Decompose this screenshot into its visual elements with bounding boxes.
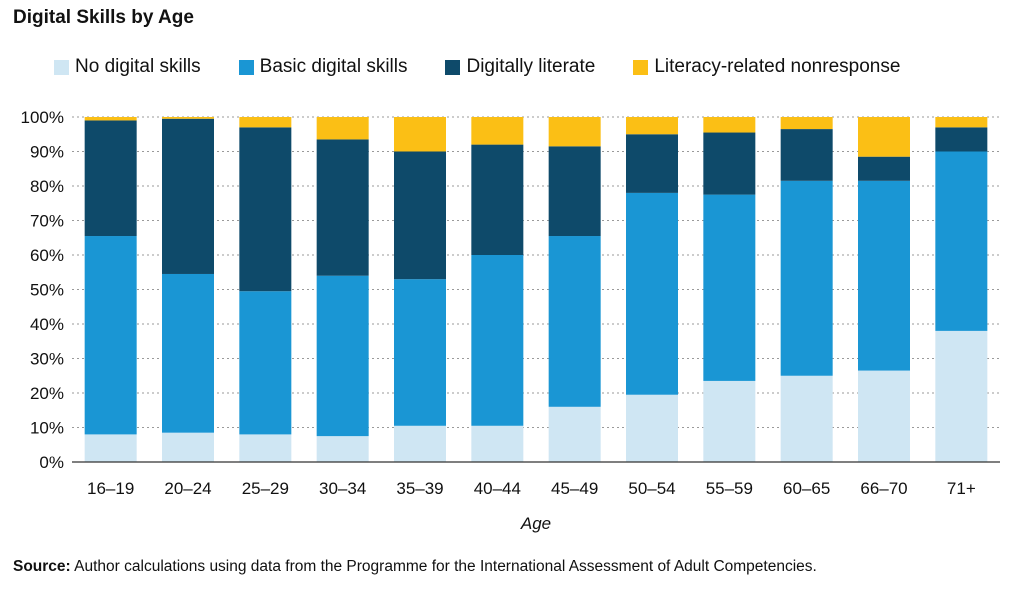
bar-segment: [780, 117, 833, 130]
chart-title: Digital Skills by Age: [13, 7, 194, 28]
bar-segment: [703, 194, 756, 381]
legend-label: Digitally literate: [466, 56, 596, 77]
legend-label: Literacy-related nonresponse: [654, 56, 901, 77]
bar-segment: [626, 134, 678, 193]
x-tick-label: 40–44: [474, 479, 521, 498]
bar-segment: [239, 434, 292, 462]
y-tick-label: 90%: [30, 143, 64, 162]
bar-segment: [84, 236, 137, 435]
bar-segment: [780, 180, 833, 376]
x-tick-label: 35–39: [396, 479, 443, 498]
bar-segment: [703, 117, 756, 133]
y-tick-label: 50%: [30, 281, 64, 300]
x-tick-label: 60–65: [783, 479, 830, 498]
bar-segment: [703, 132, 756, 195]
source-label: Source:: [13, 558, 71, 575]
bar-segment: [548, 146, 601, 237]
source-text: Author calculations using data from the …: [70, 558, 817, 575]
legend-label: Basic digital skills: [259, 56, 408, 77]
legend-swatch: [445, 59, 461, 75]
x-axis-label: Age: [520, 514, 551, 533]
y-tick-label: 30%: [30, 350, 64, 369]
y-tick-label: 20%: [30, 384, 64, 403]
y-tick-label: 10%: [30, 419, 64, 438]
bar-segment: [239, 117, 292, 128]
bar-segment: [84, 117, 137, 121]
x-tick-label: 71+: [947, 479, 976, 498]
x-tick-label: 25–29: [242, 479, 289, 498]
bar-segment: [548, 117, 601, 147]
y-tick-label: 80%: [30, 177, 64, 196]
bar-segment: [548, 406, 601, 462]
bar-segment: [84, 120, 137, 237]
bar-segment: [316, 139, 369, 276]
bar-segment: [780, 129, 833, 181]
x-tick-label: 16–19: [87, 479, 134, 498]
bar-segment: [84, 434, 137, 462]
legend-label: No digital skills: [75, 56, 201, 77]
x-tick-label: 45–49: [551, 479, 598, 498]
legend: No digital skills Basic digital skills Dig…: [54, 56, 938, 78]
bar-segment: [239, 291, 292, 435]
bar-segment: [471, 425, 524, 462]
y-tick-label: 70%: [30, 212, 64, 231]
bar-segment: [626, 192, 678, 395]
bar-segment: [239, 127, 292, 292]
source-note: Source: Author calculations using data f…: [13, 558, 817, 576]
bar-segment: [780, 375, 833, 462]
legend-swatch: [633, 59, 649, 75]
bar-segment: [162, 117, 214, 119]
bar-segment: [394, 425, 446, 462]
bar-segment: [935, 330, 988, 462]
bar-segment: [858, 370, 910, 462]
x-tick-label: 66–70: [860, 479, 907, 498]
y-tick-label: 60%: [30, 246, 64, 265]
bar-segment: [394, 117, 446, 152]
y-tick-label: 100%: [21, 108, 64, 127]
y-tick-label: 40%: [30, 315, 64, 334]
bar-segment: [935, 127, 988, 152]
bar-segment: [548, 236, 601, 407]
legend-swatch: [238, 59, 254, 75]
legend-swatch: [54, 59, 69, 75]
bar-segment: [316, 117, 369, 140]
bar-segment: [858, 156, 910, 181]
bar-segment: [858, 180, 910, 371]
legend-item-1: Basic digital skills: [238, 56, 408, 78]
y-tick-label: 0%: [39, 453, 64, 472]
bar-segment: [858, 117, 910, 157]
x-tick-label: 30–34: [319, 479, 366, 498]
x-tick-label: 55–59: [706, 479, 753, 498]
x-tick-label: 50–54: [628, 479, 675, 498]
bar-segment: [471, 144, 524, 255]
bar-segment: [935, 151, 988, 331]
bar-segment: [626, 394, 678, 462]
legend-item-3: Literacy-related nonresponse: [633, 56, 900, 78]
bar-segment: [471, 255, 524, 426]
legend-item-0: No digital skills: [54, 56, 201, 78]
bar-segment: [394, 151, 446, 280]
bar-segment: [626, 117, 678, 135]
bar-segment: [316, 436, 369, 462]
x-tick-label: 20–24: [164, 479, 211, 498]
bar-segment: [471, 117, 524, 145]
bar-segment: [935, 117, 988, 128]
bar-segment: [162, 118, 214, 274]
bar-segment: [703, 380, 756, 462]
bar-segment: [394, 279, 446, 426]
legend-item-2: Digitally literate: [445, 56, 595, 78]
bar-segment: [162, 432, 214, 462]
bar-segment: [162, 273, 214, 433]
bar-segment: [316, 275, 369, 437]
